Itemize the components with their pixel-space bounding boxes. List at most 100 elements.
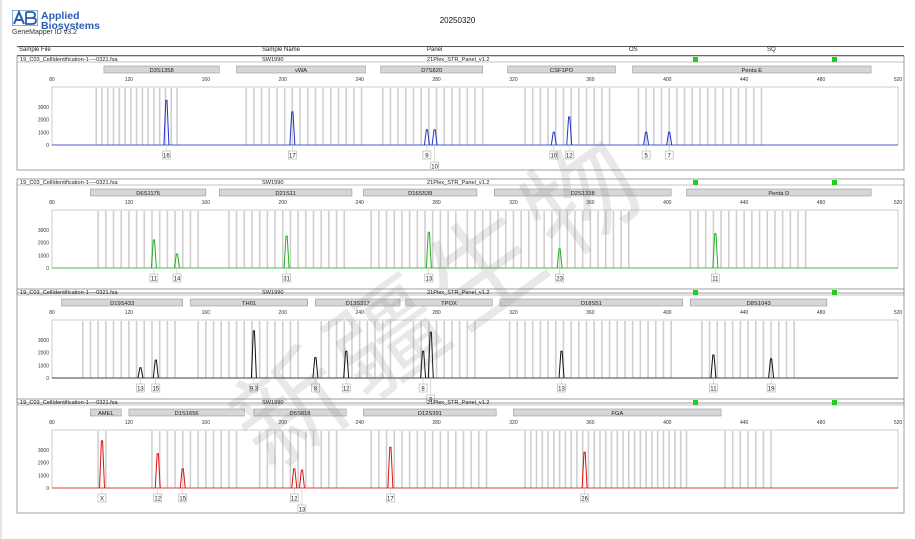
allele-bin [81, 321, 84, 378]
allele-bin [401, 431, 403, 488]
x-tick-label: 400 [663, 200, 672, 206]
allele-bin [608, 321, 611, 378]
peak [550, 131, 557, 146]
allele-bin [760, 88, 763, 145]
allele-bin [554, 88, 557, 145]
allele-bin [143, 211, 146, 268]
allele-bin [714, 88, 717, 145]
marker-label: D18S51 [581, 301, 602, 307]
allele-bin [535, 211, 538, 268]
x-tick-label: 80 [49, 310, 55, 316]
allele-bin [260, 88, 263, 145]
allele-call-box [341, 383, 351, 393]
allele-call-label: 10 [431, 165, 438, 171]
allele-bin [370, 211, 372, 268]
allele-bin [106, 88, 109, 145]
x-tick-label: 120 [125, 200, 134, 206]
allele-bin [474, 321, 476, 378]
allele-call-label: 12 [291, 497, 298, 503]
allele-bin [166, 431, 169, 488]
x-tick-label: 160 [202, 77, 211, 83]
x-tick-label: 360 [586, 420, 595, 426]
allele-bin [633, 431, 636, 488]
sample-file-name: 19_C03_CellIdentification-1----0321.fsa [20, 180, 119, 186]
allele-bin [228, 211, 230, 268]
allele-bin [751, 211, 753, 268]
allele-bin [704, 211, 707, 268]
allele-bin [235, 431, 238, 488]
allele-bin [724, 321, 726, 378]
allele-bin [524, 88, 526, 145]
peak [283, 235, 290, 269]
x-tick-label: 320 [509, 200, 518, 206]
allele-bin [462, 431, 465, 488]
peak [343, 350, 350, 379]
os-quality-flag [693, 180, 698, 185]
allele-bin [699, 88, 701, 145]
allele-bin [466, 321, 469, 378]
allele-bin [428, 321, 430, 378]
allele-bin [752, 88, 755, 145]
x-tick-label: 200 [279, 77, 288, 83]
allele-bin [197, 321, 199, 378]
allele-bin [258, 431, 261, 488]
x-tick-label: 400 [663, 420, 672, 426]
allele-call-box [580, 493, 589, 503]
x-tick-label: 480 [817, 310, 826, 316]
allele-call-box [549, 150, 559, 160]
peak [566, 116, 573, 146]
y-tick-label: 3000 [38, 338, 49, 344]
allele-bin [281, 321, 284, 378]
allele-bin [547, 88, 549, 145]
allele-bin [174, 431, 176, 488]
x-tick-label: 160 [202, 310, 211, 316]
allele-call-label: 11 [710, 387, 717, 393]
allele-bin [212, 431, 215, 488]
x-tick-label: 240 [355, 200, 364, 206]
y-tick-label: 1000 [38, 363, 49, 369]
peak [556, 248, 563, 269]
marker-label: D19S433 [110, 301, 134, 307]
marker-label: Penta E [742, 68, 763, 74]
allele-call-box [282, 273, 291, 283]
ab-logo-icon [12, 10, 38, 26]
allele-bin [585, 88, 588, 145]
allele-bin [706, 88, 709, 145]
allele-bin [447, 211, 449, 268]
allele-bin [128, 211, 130, 268]
allele-bin [389, 321, 392, 378]
allele-bin [529, 431, 532, 488]
allele-call-box [178, 493, 187, 503]
allele-bin [497, 211, 499, 268]
marker-label: AMEL [98, 411, 115, 417]
marker-bar-th01 [190, 298, 308, 307]
allele-bin [524, 321, 526, 378]
allele-bin [305, 211, 307, 268]
x-tick-label: 240 [355, 420, 364, 426]
allele-call-box [766, 383, 776, 393]
allele-bin [539, 321, 542, 378]
y-tick-label: 0 [46, 143, 49, 149]
x-tick-label: 320 [509, 310, 518, 316]
allele-call-box [430, 161, 439, 171]
allele-bin [485, 431, 488, 488]
marker-bar-d5s818 [253, 408, 347, 417]
allele-bin [370, 431, 372, 488]
allele-bin [535, 431, 538, 488]
x-tick-label: 440 [740, 200, 749, 206]
allele-bin [622, 431, 624, 488]
marker-bar-tpox [405, 298, 493, 307]
allele-bin [508, 321, 511, 378]
allele-call-label: 8 [421, 387, 425, 393]
allele-bin [524, 431, 526, 488]
allele-call-label: 5 [644, 154, 648, 160]
allele-bin [283, 88, 286, 145]
x-tick-label: 280 [432, 310, 441, 316]
allele-bin [745, 88, 747, 145]
allele-call-box [149, 273, 159, 283]
allele-call-box [311, 383, 320, 393]
x-tick-label: 200 [279, 420, 288, 426]
y-tick-label: 2000 [38, 351, 49, 357]
allele-bin [747, 321, 749, 378]
x-tick-label: 440 [740, 420, 749, 426]
